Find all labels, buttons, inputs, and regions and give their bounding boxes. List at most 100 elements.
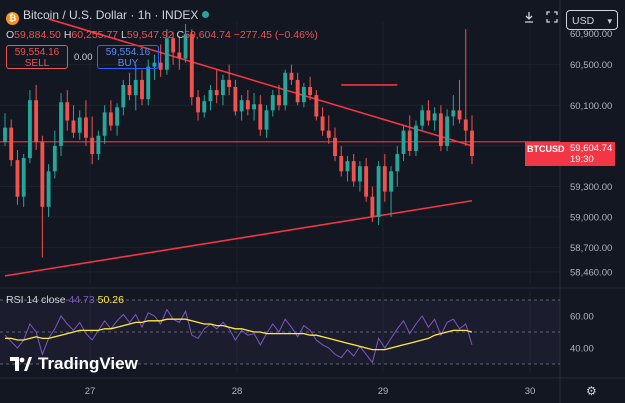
candle-body (152, 62, 157, 67)
candle-body (432, 113, 437, 121)
candle-body (463, 119, 468, 131)
candle-body (283, 72, 288, 106)
candle-body (9, 127, 14, 161)
bar-countdown: 19:30 (570, 154, 594, 165)
candle-body (258, 104, 263, 130)
candle-body (252, 104, 256, 110)
low-value: 59,547.92 (126, 29, 174, 41)
candle-body (457, 110, 462, 120)
descending-trendline (48, 18, 473, 147)
candle-body (382, 166, 387, 192)
currency-select[interactable]: USD ▾ (566, 10, 618, 30)
candle-body (339, 156, 344, 172)
sell-button[interactable]: 59,554.16 SELL (6, 45, 68, 69)
candle-body (196, 97, 200, 113)
brand-name: TradingView (38, 354, 138, 373)
close-key: C (176, 29, 185, 41)
ascending-trendline (4, 199, 473, 277)
high-value: 60,255.77 (71, 29, 119, 41)
candle-body (227, 79, 232, 87)
chevron-down-icon: ▾ (607, 16, 612, 26)
candle-body (308, 86, 313, 96)
candle-body (357, 166, 362, 182)
rsi-title: RSI 14 close (6, 294, 66, 306)
rsi-band (0, 300, 560, 364)
price-tick-label: 59,300.00 (570, 182, 612, 193)
candle-body (77, 117, 82, 133)
rsi-tick-label: 40.00 (570, 344, 594, 355)
candle-body (445, 116, 450, 146)
candle-body (146, 66, 151, 100)
time-axis[interactable]: 27 28 29 30 (85, 386, 536, 397)
rsi-legend[interactable]: RSI 14 close 44.73 50.26 (6, 294, 124, 306)
rsi-value: 44.73 (68, 294, 95, 306)
candle-body (96, 135, 101, 155)
open-value: 59,884.50 (14, 29, 61, 41)
candle-body (21, 158, 26, 197)
expand-icon[interactable] (543, 11, 561, 29)
rsi-grid (0, 299, 560, 365)
candle-body (414, 125, 418, 151)
tradingview-logo[interactable]: TradingView (10, 354, 138, 376)
candle-body (395, 154, 400, 172)
time-tick-label: 29 (378, 386, 389, 397)
candle-body (65, 102, 70, 121)
candle-body (177, 52, 182, 59)
candle-body (15, 160, 20, 197)
candle-body (133, 79, 138, 96)
gear-icon[interactable]: ⚙ (586, 384, 597, 398)
rsi-ma-line (5, 318, 473, 351)
sell-label: SELL (24, 58, 50, 69)
buy-price: 59,554.16 (105, 47, 151, 58)
candle-body (158, 62, 163, 70)
candle-body (289, 72, 294, 80)
candle-body (121, 84, 126, 108)
candle-body (326, 130, 331, 138)
candle-body (214, 90, 219, 96)
candle-body (370, 196, 375, 217)
candle-body (59, 102, 63, 146)
candle-body (46, 171, 51, 207)
symbol-header[interactable]: ₿ Bitcoin / U.S. Dollar · 1h · INDEX (6, 8, 210, 25)
candle-body (351, 161, 356, 182)
open-key: O (6, 29, 15, 41)
time-tick-label: 27 (85, 386, 96, 397)
buy-button[interactable]: 59,554.16 BUY (97, 45, 159, 69)
price-label-symbol: BTCUSD (527, 144, 565, 154)
close-value: 59,604.74 −277.45 (−0.46%) (184, 29, 318, 41)
candle-body (140, 79, 144, 100)
high-key: H (63, 29, 72, 41)
market-status-dot (202, 11, 210, 18)
candle-body (407, 130, 412, 151)
candle-body (426, 110, 431, 121)
candle-body (115, 107, 120, 126)
candle-body (202, 101, 207, 113)
candle-body (233, 86, 238, 112)
candle-body (189, 34, 194, 98)
time-tick-label: 30 (525, 386, 536, 397)
rsi-ma-value: 50.26 (97, 294, 124, 306)
sell-price: 59,554.16 (14, 47, 60, 58)
price-tick-label: 60,100.00 (570, 101, 612, 112)
candle-body (438, 113, 443, 146)
rsi-series (4, 308, 473, 364)
candle-body (264, 110, 269, 130)
price-label-value: 59,604.74 (570, 143, 613, 154)
candle-body (171, 38, 176, 53)
ohlc-readout: O59,884.50 H60,255.77 L59,547.92 C59,604… (6, 29, 318, 41)
candle-body (451, 110, 456, 117)
rsi-tick-label: 60.00 (570, 312, 594, 323)
buy-label: BUY (117, 58, 139, 69)
candle-body (102, 112, 107, 136)
candle-body (295, 79, 300, 103)
candle-body (127, 84, 132, 96)
candle-body (314, 95, 319, 117)
candle-body (84, 117, 88, 138)
candle-body (277, 95, 281, 106)
download-icon[interactable] (520, 11, 538, 29)
last-price-label: BTCUSD 59,604.74 19:30 (525, 142, 615, 166)
candle-body (376, 166, 381, 217)
candle-body (40, 141, 45, 207)
